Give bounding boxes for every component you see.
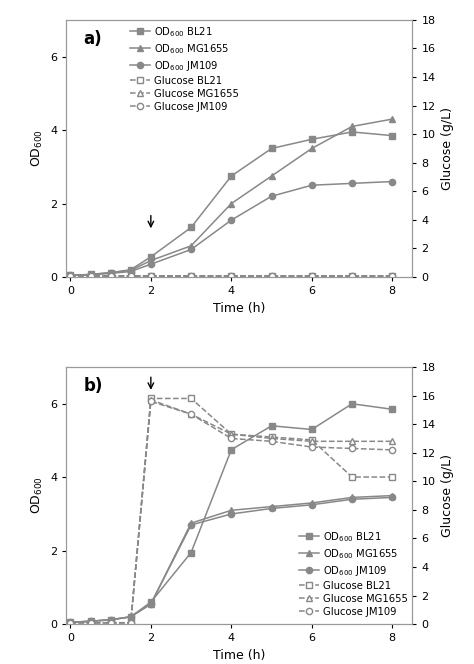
Legend: OD$_{600}$ BL21, OD$_{600}$ MG1655, OD$_{600}$ JM109, Glucose BL21, Glucose MG16: OD$_{600}$ BL21, OD$_{600}$ MG1655, OD$_…	[299, 530, 407, 617]
X-axis label: Time (h): Time (h)	[213, 301, 265, 315]
Text: b): b)	[83, 377, 103, 395]
Legend: OD$_{600}$ BL21, OD$_{600}$ MG1655, OD$_{600}$ JM109, Glucose BL21, Glucose MG16: OD$_{600}$ BL21, OD$_{600}$ MG1655, OD$_…	[130, 25, 239, 112]
Y-axis label: OD$_{600}$: OD$_{600}$	[29, 477, 45, 515]
Y-axis label: OD$_{600}$: OD$_{600}$	[29, 129, 45, 167]
Y-axis label: Glucose (g/L): Glucose (g/L)	[441, 107, 454, 190]
Y-axis label: Glucose (g/L): Glucose (g/L)	[441, 454, 454, 537]
Text: a): a)	[83, 30, 102, 48]
X-axis label: Time (h): Time (h)	[213, 649, 265, 662]
